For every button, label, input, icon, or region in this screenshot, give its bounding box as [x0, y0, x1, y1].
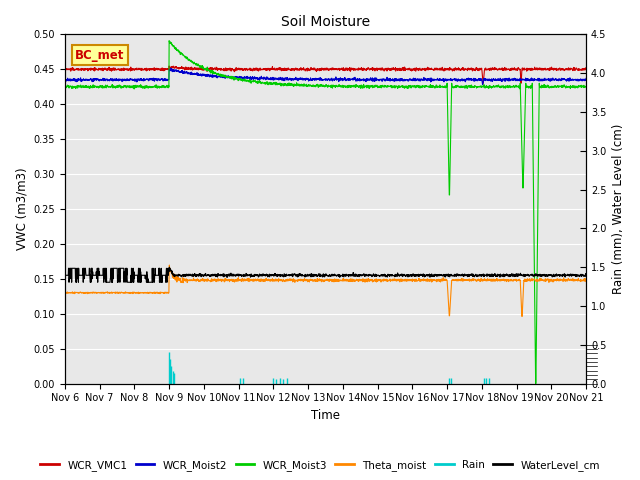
Legend: WCR_VMC1, WCR_Moist2, WCR_Moist3, Theta_moist, Rain, WaterLevel_cm: WCR_VMC1, WCR_Moist2, WCR_Moist3, Theta_… — [36, 456, 604, 475]
X-axis label: Time: Time — [311, 409, 340, 422]
Title: Soil Moisture: Soil Moisture — [281, 15, 370, 29]
Y-axis label: VWC (m3/m3): VWC (m3/m3) — [15, 168, 28, 250]
Y-axis label: Rain (mm), Water Level (cm): Rain (mm), Water Level (cm) — [612, 124, 625, 294]
Text: BC_met: BC_met — [76, 49, 125, 62]
